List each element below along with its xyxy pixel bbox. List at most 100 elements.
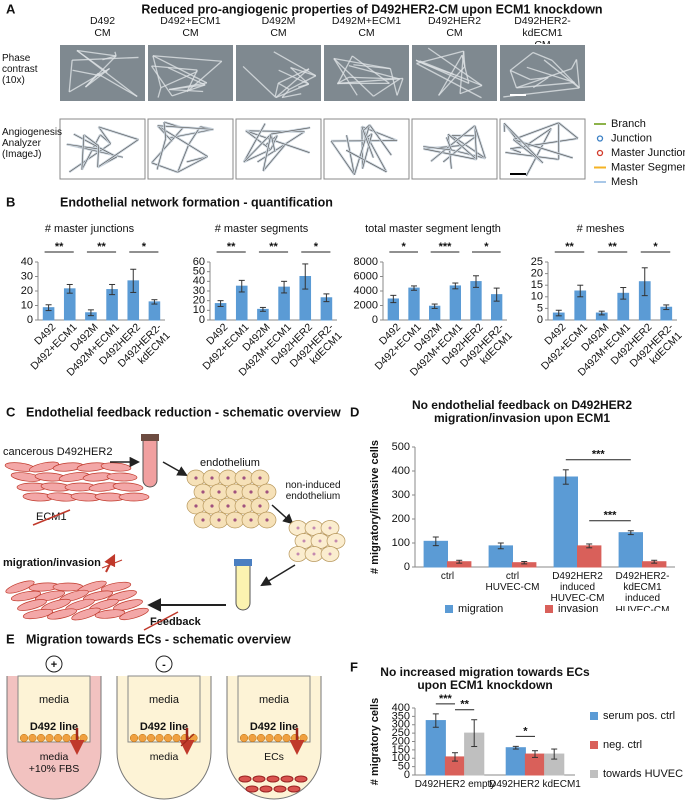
vessel — [160, 70, 198, 89]
vessel — [76, 49, 117, 57]
chart-title: total master segment length — [365, 223, 501, 235]
y-tick-label: 10 — [531, 291, 543, 303]
chart-title: # master segments — [215, 223, 309, 235]
endothelial-cell — [287, 785, 301, 793]
cell — [82, 590, 114, 602]
vessel — [348, 76, 400, 80]
schematic-label: non-induced endothelium — [285, 480, 341, 503]
well-label: media +10% FBS — [28, 752, 80, 775]
y-tick-label: 0 — [199, 314, 205, 326]
segment — [369, 124, 392, 156]
y-tick-label: 200 — [392, 735, 410, 747]
segment — [361, 126, 374, 158]
cell — [100, 462, 132, 472]
vessel — [242, 65, 277, 98]
cell — [79, 733, 88, 743]
vessel — [416, 62, 482, 99]
chart-title-box: No increased migration towards ECs upon … — [380, 666, 589, 692]
segment — [257, 143, 287, 163]
bar — [425, 720, 446, 776]
arrow — [104, 553, 116, 573]
column-header: D492HER2-kdECM1 CM — [514, 16, 571, 44]
y-tick-label: 150 — [392, 744, 410, 756]
nucleus — [217, 490, 221, 494]
cell — [71, 607, 101, 621]
y-tick-label: 300 — [392, 489, 410, 501]
y-tick-label: 0 — [372, 314, 378, 326]
cell — [28, 733, 37, 743]
y-tick-label: 10 — [193, 304, 205, 316]
y-tick-label: 60 — [193, 256, 205, 268]
bar — [408, 287, 420, 321]
y-tick-label: 0 — [537, 314, 543, 326]
endothelial-cell — [252, 775, 266, 783]
row-label-box: Phase contrast (10x) — [2, 53, 38, 87]
segment — [447, 133, 477, 160]
y-tick-label: 20 — [21, 285, 33, 297]
segment — [423, 148, 477, 160]
significance-label: *** — [439, 693, 453, 705]
x-tick-label-box: D492HER2 kdECM1 — [489, 779, 581, 790]
well-label-box: media +10% FBS — [28, 752, 80, 775]
endothelial-cell — [245, 785, 259, 793]
chart-title-box: No endothelial feedback on D492HER2 migr… — [412, 399, 632, 425]
y-tick-label: 30 — [21, 270, 33, 282]
column-header-box: D492+ECM1 CM — [160, 16, 221, 39]
vessel — [419, 60, 455, 76]
tube-cap — [234, 559, 252, 566]
nucleus — [265, 518, 269, 522]
y-tick-label: 400 — [392, 465, 410, 477]
x-tick-label: D492HER2 kdECM1 — [489, 779, 581, 790]
y-axis-label: # migratory cells — [369, 698, 381, 785]
y-tick-label: 200 — [392, 513, 410, 525]
vessel — [453, 74, 483, 87]
endothelial-cell — [266, 775, 280, 783]
nucleus — [296, 526, 300, 530]
well-label-box: media — [150, 752, 179, 763]
legend-swatch — [590, 770, 598, 778]
vessel — [337, 77, 404, 85]
nucleus — [312, 552, 316, 556]
row-label: Phase contrast (10x) — [2, 53, 38, 87]
y-tick-label: 400 — [392, 702, 410, 714]
phase-image — [148, 45, 233, 101]
vessel — [353, 64, 391, 70]
y-tick-label: 5 — [537, 302, 543, 314]
legend-label: towards HUVEC — [603, 768, 683, 780]
significance-label: * — [142, 241, 147, 253]
tube — [142, 439, 158, 488]
strike — [143, 611, 179, 631]
nucleus — [328, 552, 332, 556]
well-label: media — [149, 694, 180, 706]
segment — [97, 139, 139, 168]
vessel — [373, 78, 401, 97]
bar — [553, 476, 578, 568]
cell — [265, 733, 274, 743]
segment — [151, 162, 178, 173]
vessel — [551, 59, 580, 89]
well-label-box: ECs — [264, 752, 284, 763]
column-header: D492 CM — [89, 16, 116, 39]
vessel — [169, 84, 206, 91]
segment — [362, 133, 373, 169]
segment — [98, 126, 111, 144]
x-tick-label-box: D492HER2 empty — [415, 779, 496, 790]
vessel — [438, 66, 466, 96]
cell — [19, 733, 29, 743]
vessel — [278, 68, 310, 84]
column-header: D492M CM — [261, 16, 296, 39]
sign: + — [51, 659, 57, 671]
vessel — [509, 52, 534, 71]
arrow — [271, 504, 294, 525]
vessel — [337, 55, 353, 85]
y-tick-label: 20 — [193, 295, 205, 307]
column-header: D492+ECM1 CM — [160, 16, 221, 39]
vessel — [186, 69, 198, 92]
vessel — [389, 68, 398, 96]
panel-label: F — [350, 659, 358, 674]
segment — [270, 133, 276, 152]
bar — [449, 285, 461, 321]
x-tick-label-box: ctrl — [441, 571, 454, 582]
nucleus — [242, 476, 246, 480]
cell — [112, 482, 144, 492]
